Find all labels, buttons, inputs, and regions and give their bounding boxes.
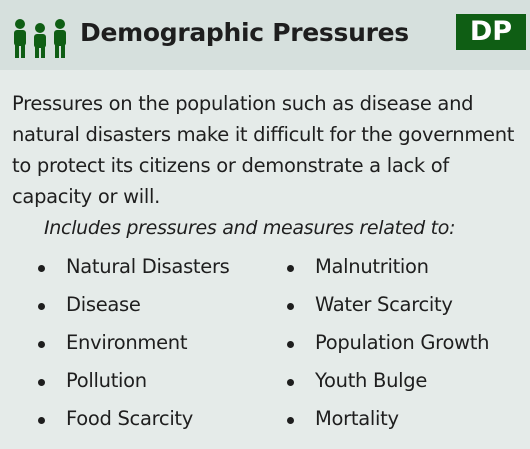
people-icon bbox=[14, 19, 66, 58]
list-column: Natural Disasters Disease Environment Pollu… bbox=[36, 255, 230, 445]
list-item: Malnutrition bbox=[285, 255, 489, 293]
list-item: Food Scarcity bbox=[36, 407, 230, 445]
list-item: Youth Bulge bbox=[285, 369, 489, 407]
list-item: Pollution bbox=[36, 369, 230, 407]
list-item: Population Growth bbox=[285, 331, 489, 369]
list-item: Disease bbox=[36, 293, 230, 331]
list-item: Water Scarcity bbox=[285, 293, 489, 331]
title: Demographic Pressures bbox=[80, 18, 409, 47]
list-item: Mortality bbox=[285, 407, 489, 445]
description: Pressures on the population such as dise… bbox=[12, 92, 515, 208]
intro: Includes pressures and measures related … bbox=[44, 217, 456, 239]
list-item: Environment bbox=[36, 331, 230, 369]
header: Demographic Pressures DP bbox=[0, 0, 530, 70]
badge: DP bbox=[456, 14, 526, 50]
list-column: Malnutrition Water Scarcity Population Gro… bbox=[285, 255, 489, 445]
list-item: Natural Disasters bbox=[36, 255, 230, 293]
